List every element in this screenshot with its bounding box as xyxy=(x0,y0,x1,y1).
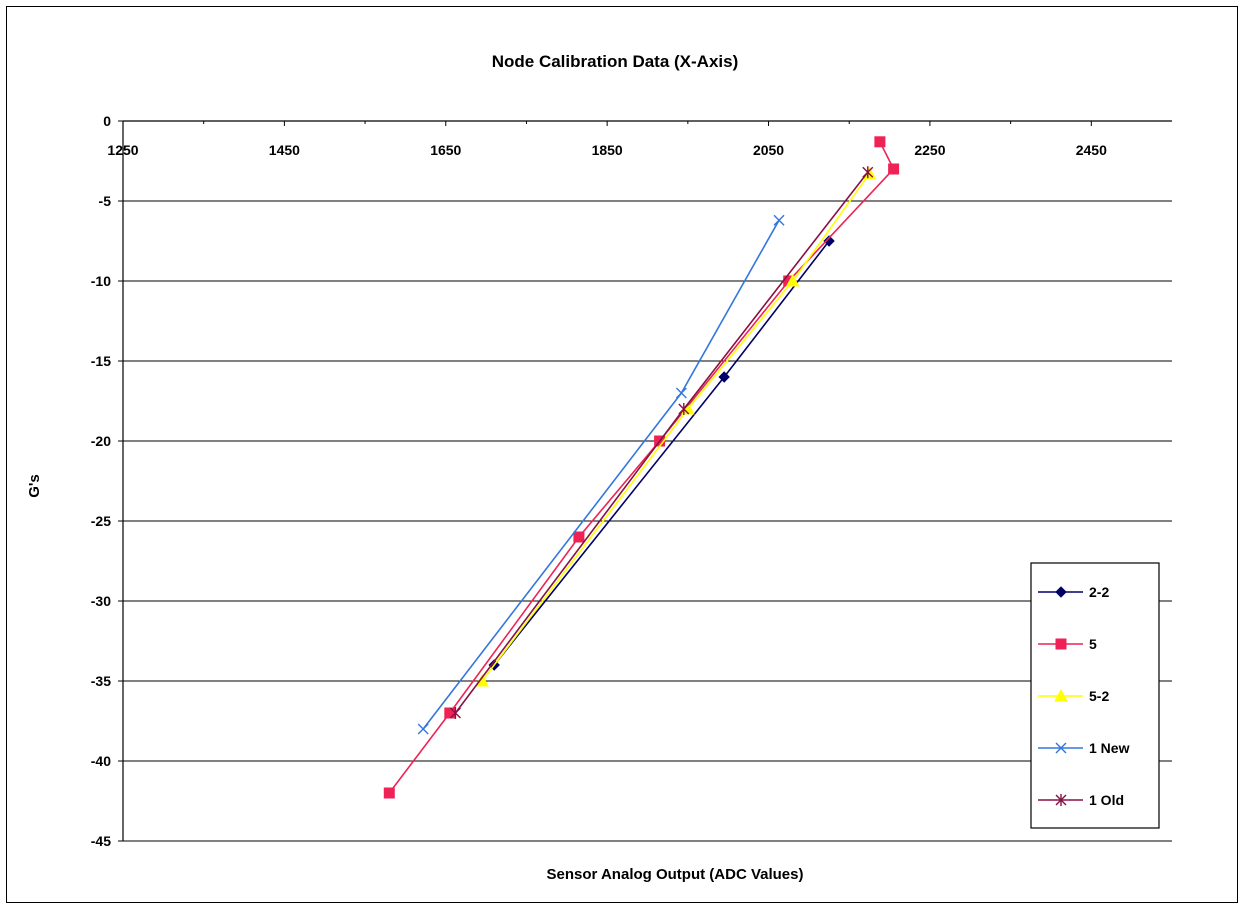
legend-label: 5 xyxy=(1089,636,1097,652)
chart-title: Node Calibration Data (X-Axis) xyxy=(492,52,739,71)
x-tick-label: 2450 xyxy=(1076,142,1107,158)
legend: 2-2 5 5-2 1 New 1 Old xyxy=(1030,562,1160,829)
legend-marker xyxy=(1055,586,1067,598)
legend-label: 2-2 xyxy=(1089,584,1109,600)
data-point xyxy=(675,387,687,399)
data-point xyxy=(573,531,585,543)
legend-marker xyxy=(1055,742,1067,754)
legend-label: 5-2 xyxy=(1089,688,1109,704)
legend-item: 1 New xyxy=(1038,740,1130,756)
legend-item: 1 Old xyxy=(1038,792,1124,808)
x-tick-label: 2250 xyxy=(914,142,945,158)
series-1-new xyxy=(417,214,785,735)
data-point xyxy=(874,136,886,148)
data-point xyxy=(823,235,835,247)
legend-label: 1 Old xyxy=(1089,792,1124,808)
data-point xyxy=(678,403,690,415)
legend-item: 2-2 xyxy=(1038,584,1109,600)
series-1-old xyxy=(449,166,874,719)
y-tick-label: -25 xyxy=(91,513,111,529)
data-point xyxy=(862,166,874,179)
y-tick-label: -35 xyxy=(91,673,111,689)
legend-marker xyxy=(1054,688,1068,702)
x-axis-label: Sensor Analog Output (ADC Values) xyxy=(547,866,804,883)
data-point xyxy=(718,371,730,383)
series-line xyxy=(422,219,780,730)
series-5-2 xyxy=(475,166,877,687)
data-point xyxy=(773,214,785,226)
data-point xyxy=(449,707,461,719)
x-tick-label: 1250 xyxy=(107,142,138,158)
data-point xyxy=(383,787,395,799)
y-tick-label: -10 xyxy=(91,273,111,289)
y-tick-label: 0 xyxy=(103,113,111,129)
y-tick-label: -5 xyxy=(99,193,112,209)
legend-marker xyxy=(1055,794,1067,806)
series-line xyxy=(388,141,895,794)
legend-item: 5 xyxy=(1038,636,1097,652)
legend-label: 1 New xyxy=(1089,740,1130,756)
x-tick-label: 1650 xyxy=(430,142,461,158)
legend-item: 5-2 xyxy=(1038,688,1109,704)
y-tick-label: -45 xyxy=(91,833,111,849)
y-tick-label: -30 xyxy=(91,593,111,609)
series-line xyxy=(481,173,871,682)
series-2-2 xyxy=(488,235,835,671)
series-5 xyxy=(383,136,900,799)
data-point xyxy=(785,273,800,287)
data-point xyxy=(888,163,900,175)
legend-marker xyxy=(1055,638,1067,650)
data-point xyxy=(444,707,456,719)
data-point xyxy=(417,723,429,735)
y-tick-label: -40 xyxy=(91,753,111,769)
x-tick-label: 2050 xyxy=(753,142,784,158)
y-axis-label: G's xyxy=(26,474,43,498)
x-tick-label: 1850 xyxy=(592,142,623,158)
y-tick-label: -15 xyxy=(91,353,111,369)
y-tick-label: -20 xyxy=(91,433,111,449)
x-tick-label: 1450 xyxy=(269,142,300,158)
